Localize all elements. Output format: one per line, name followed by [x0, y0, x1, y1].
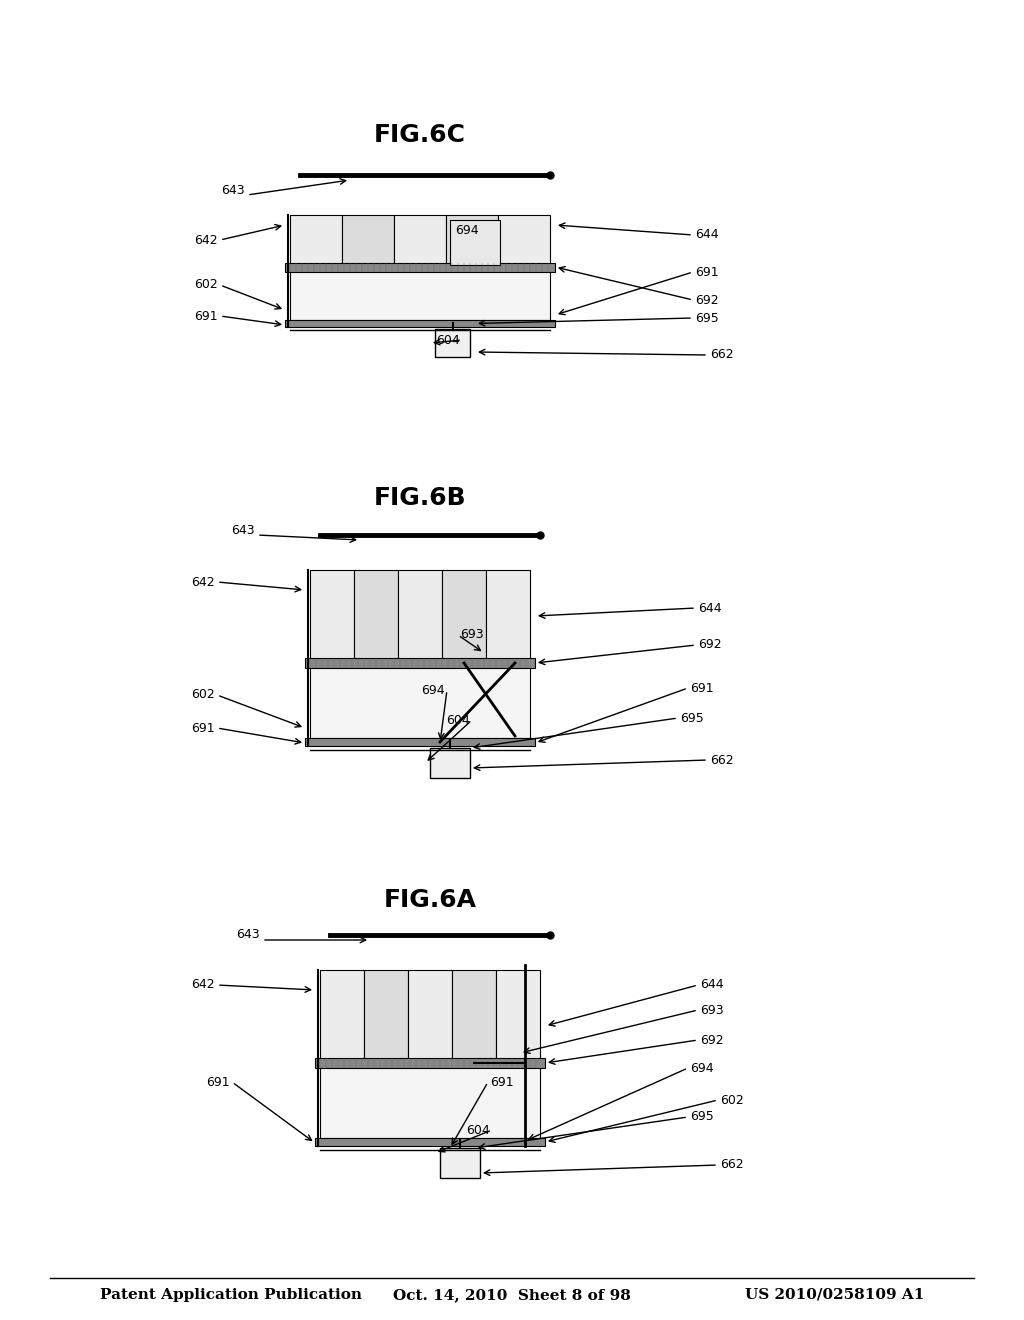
Text: Patent Application Publication: Patent Application Publication: [100, 1288, 362, 1302]
Text: 691: 691: [690, 681, 714, 694]
Text: 692: 692: [695, 293, 719, 306]
Bar: [319, 1067, 540, 1138]
Bar: [310, 667, 530, 738]
Bar: [408, 970, 452, 1067]
Bar: [398, 570, 442, 667]
Bar: [435, 329, 470, 356]
Bar: [440, 1148, 480, 1177]
Text: 662: 662: [720, 1159, 743, 1172]
Bar: [498, 215, 550, 271]
Text: 642: 642: [191, 576, 215, 589]
Text: 644: 644: [698, 602, 722, 615]
Bar: [364, 970, 408, 1067]
Text: 604: 604: [466, 1123, 490, 1137]
Text: FIG.6A: FIG.6A: [384, 888, 476, 912]
Text: FIG.6C: FIG.6C: [374, 123, 466, 147]
Bar: [486, 570, 530, 667]
Text: 695: 695: [695, 312, 719, 325]
Text: 643: 643: [237, 928, 260, 941]
Text: 692: 692: [700, 1034, 724, 1047]
Text: 694: 694: [421, 684, 445, 697]
Text: 642: 642: [191, 978, 215, 991]
Bar: [310, 570, 354, 667]
Bar: [290, 215, 342, 271]
Bar: [305, 657, 535, 668]
Text: 662: 662: [710, 754, 733, 767]
Bar: [450, 220, 500, 265]
Text: 604: 604: [446, 714, 470, 726]
Text: 694: 694: [690, 1061, 714, 1074]
Bar: [315, 1138, 545, 1146]
Bar: [446, 215, 498, 271]
Text: 602: 602: [191, 689, 215, 701]
Bar: [285, 263, 555, 272]
Text: FIG.6B: FIG.6B: [374, 486, 466, 510]
Bar: [319, 970, 364, 1067]
Bar: [315, 1059, 545, 1068]
Text: 694: 694: [455, 223, 478, 236]
Text: 643: 643: [221, 183, 245, 197]
Bar: [354, 570, 398, 667]
Text: 691: 691: [207, 1076, 230, 1089]
Text: 693: 693: [460, 628, 483, 642]
Text: 692: 692: [698, 639, 722, 652]
Text: 691: 691: [695, 265, 719, 279]
Bar: [430, 748, 470, 777]
Text: 695: 695: [690, 1110, 714, 1123]
Bar: [452, 970, 496, 1067]
Bar: [290, 271, 550, 319]
Text: US 2010/0258109 A1: US 2010/0258109 A1: [744, 1288, 924, 1302]
Text: 662: 662: [710, 348, 733, 362]
Bar: [496, 970, 540, 1067]
Text: 602: 602: [720, 1093, 743, 1106]
Text: 642: 642: [195, 234, 218, 247]
Text: 691: 691: [195, 309, 218, 322]
Text: 643: 643: [231, 524, 255, 536]
Text: 691: 691: [490, 1076, 514, 1089]
Bar: [394, 215, 446, 271]
Text: 695: 695: [680, 711, 703, 725]
Bar: [442, 570, 486, 667]
Text: 644: 644: [700, 978, 724, 991]
Text: 693: 693: [700, 1003, 724, 1016]
Bar: [305, 738, 535, 746]
Text: 691: 691: [191, 722, 215, 734]
Text: 602: 602: [195, 279, 218, 292]
Bar: [342, 215, 394, 271]
Text: 604: 604: [436, 334, 460, 346]
Text: 644: 644: [695, 228, 719, 242]
Text: Oct. 14, 2010  Sheet 8 of 98: Oct. 14, 2010 Sheet 8 of 98: [393, 1288, 631, 1302]
Bar: [285, 319, 555, 327]
